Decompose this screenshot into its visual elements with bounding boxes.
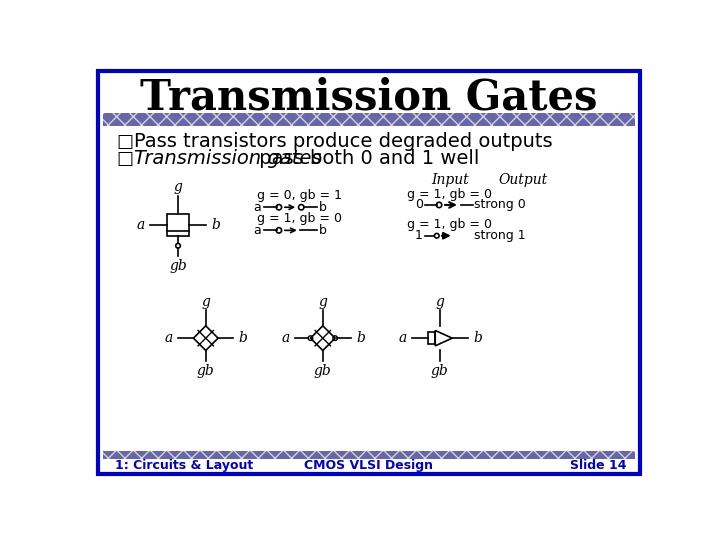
Text: b: b [356, 331, 365, 345]
Text: b: b [319, 224, 327, 237]
Polygon shape [194, 326, 218, 350]
Text: CMOS VLSI Design: CMOS VLSI Design [305, 460, 433, 472]
Text: Input: Input [431, 173, 469, 187]
Bar [102, 117, 636, 126]
Text: a: a [137, 218, 145, 232]
Text: g = 1, gb = 0: g = 1, gb = 0 [408, 188, 492, 201]
Text: g: g [318, 295, 327, 309]
Text: b: b [319, 201, 327, 214]
Text: g = 0, gb = 1: g = 0, gb = 1 [257, 189, 342, 202]
Bar [428, 332, 435, 345]
Text: strong 1: strong 1 [474, 230, 526, 242]
Text: Transmission Gates: Transmission Gates [140, 76, 598, 118]
Text: Slide 14: Slide 14 [570, 460, 627, 472]
Text: strong 0: strong 0 [474, 198, 526, 212]
Text: pass both 0 and 1 well: pass both 0 and 1 well [253, 149, 479, 168]
Bar [102, 451, 636, 459]
Text: a: a [253, 201, 261, 214]
Text: Output: Output [498, 173, 548, 187]
Text: a: a [282, 331, 289, 345]
Text: g: g [202, 295, 210, 309]
Text: g: g [436, 295, 444, 309]
Text: gb: gb [169, 259, 187, 273]
Text: b: b [473, 331, 482, 345]
Text: a: a [164, 331, 173, 345]
Text: Transmission gates: Transmission gates [134, 149, 322, 168]
Text: 0: 0 [415, 198, 423, 212]
Text: gb: gb [197, 364, 215, 379]
Polygon shape [310, 326, 335, 350]
Text: gb: gb [431, 364, 449, 379]
Polygon shape [435, 330, 452, 346]
Text: 1: Circuits & Layout: 1: Circuits & Layout [115, 460, 253, 472]
Text: b: b [239, 331, 248, 345]
Text: a: a [398, 331, 407, 345]
Bar [167, 214, 189, 236]
Text: g = 1, gb = 0: g = 1, gb = 0 [408, 219, 492, 232]
Text: 1: 1 [415, 230, 423, 242]
Bar [102, 112, 636, 120]
Text: a: a [253, 224, 261, 237]
Text: b: b [211, 218, 220, 232]
Text: gb: gb [314, 364, 332, 379]
Text: g: g [174, 180, 182, 194]
Text: □: □ [117, 150, 133, 168]
Text: Pass transistors produce degraded outputs: Pass transistors produce degraded output… [134, 132, 553, 151]
Text: g = 1, gb = 0: g = 1, gb = 0 [257, 212, 342, 225]
Text: □: □ [117, 133, 133, 151]
